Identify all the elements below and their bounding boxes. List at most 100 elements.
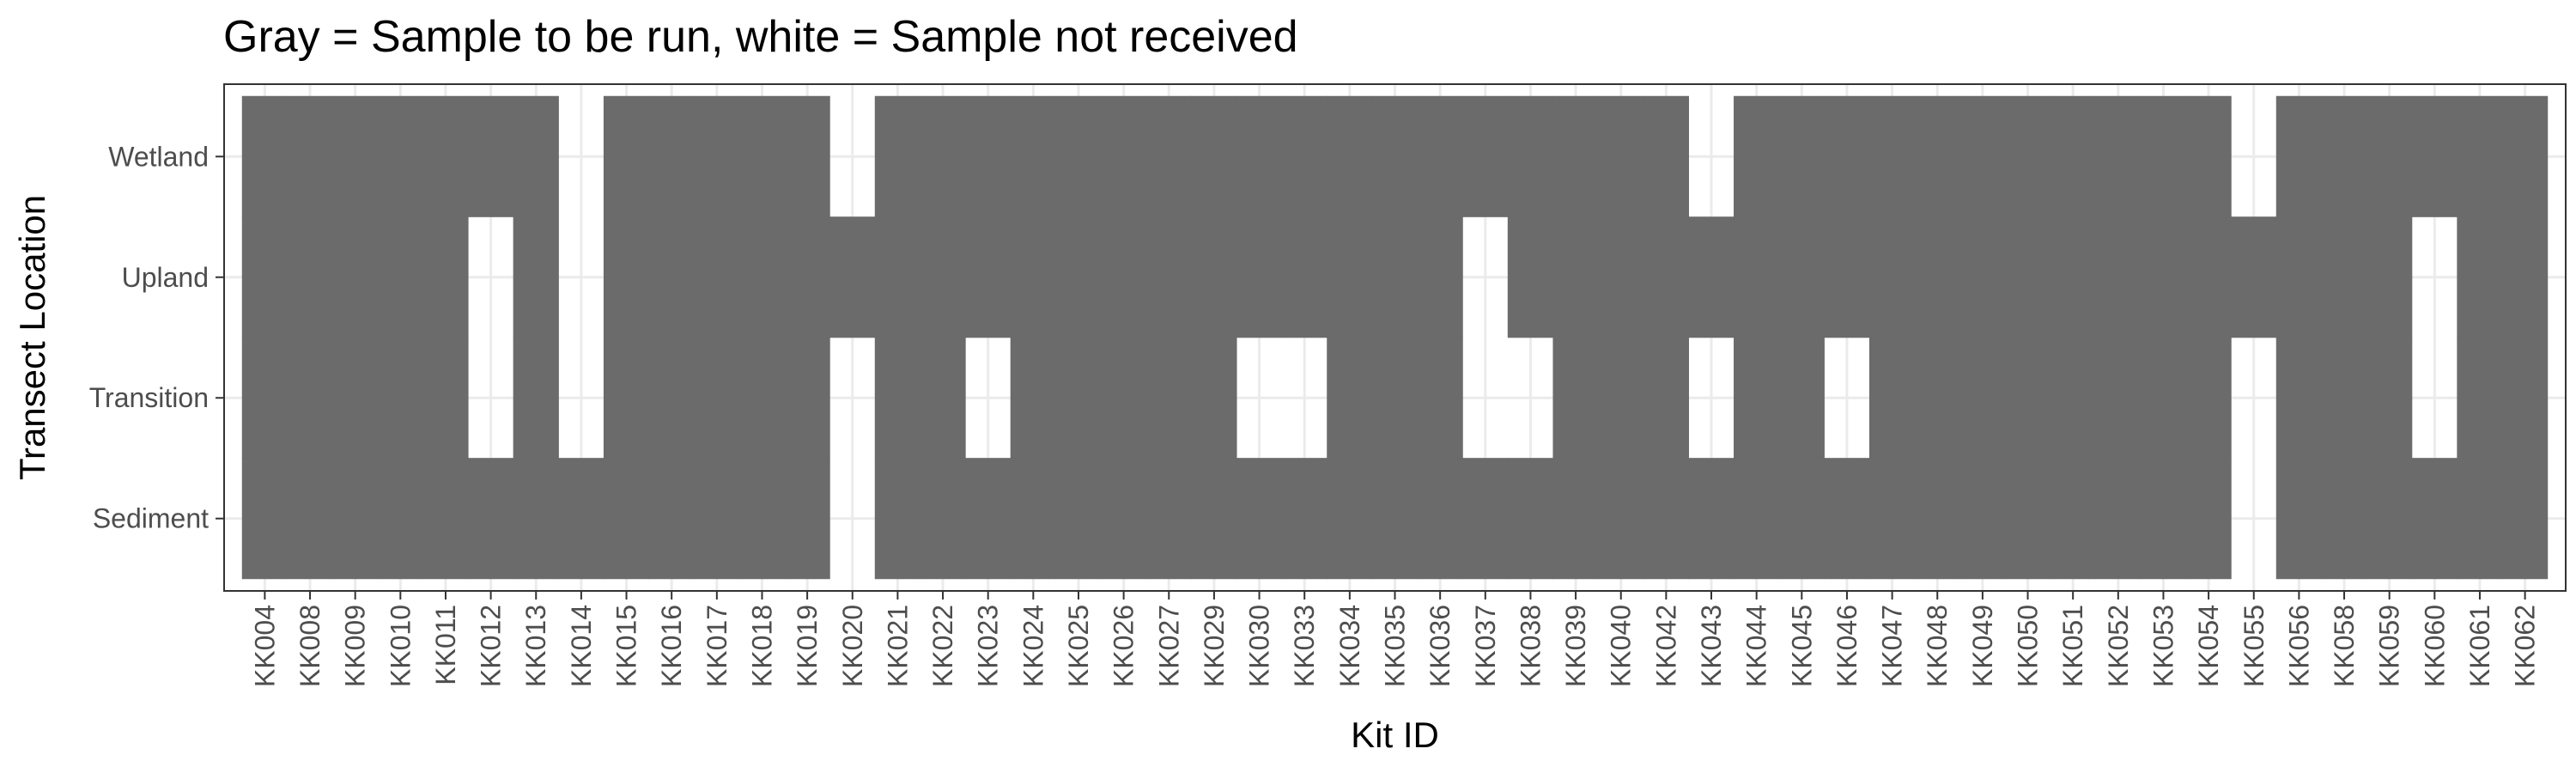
heatmap-cell-kk056-transition: [2275, 337, 2323, 459]
heatmap-cell-kk024-upland: [1010, 216, 1056, 338]
heatmap-cell-kk009-sediment: [332, 458, 379, 580]
heatmap-cell-kk052-wetland: [2095, 95, 2142, 217]
x-tick-label-kk042: KK042: [1650, 605, 1681, 687]
heatmap-cell-kk062-upland: [2501, 216, 2549, 338]
heatmap-cell-kk043-upland: [1688, 216, 1735, 338]
heatmap-cell-kk040-wetland: [1598, 95, 1644, 217]
heatmap-cell-kk004-wetland: [241, 95, 289, 217]
heatmap-cell-kk054-wetland: [2185, 95, 2232, 217]
x-tick-label-kk055: KK055: [2239, 605, 2269, 687]
heatmap-cell-kk059-wetland: [2366, 95, 2413, 217]
heatmap-cell-kk059-sediment: [2366, 458, 2413, 580]
heatmap-cell-kk035-sediment: [1371, 458, 1419, 580]
heatmap-cell-kk052-sediment: [2095, 458, 2142, 580]
heatmap-cell-kk011-transition: [422, 337, 469, 459]
heatmap-cell-kk033-wetland: [1281, 95, 1327, 217]
heatmap-cell-kk042-upland: [1643, 216, 1689, 338]
x-tick-label-kk044: KK044: [1741, 605, 1772, 687]
heatmap-cell-kk029-transition: [1191, 337, 1237, 459]
heatmap-cell-kk030-wetland: [1236, 95, 1283, 217]
heatmap-cell-kk025-transition: [1055, 337, 1102, 459]
heatmap-cell-kk047-sediment: [1868, 458, 1916, 580]
heatmap-cell-kk034-sediment: [1327, 458, 1373, 580]
x-tick-label-kk058: KK058: [2329, 605, 2360, 687]
x-tick-label-kk020: KK020: [837, 605, 868, 687]
heatmap-cell-kk044-upland: [1734, 216, 1780, 338]
heatmap-cell-kk047-upland: [1868, 216, 1916, 338]
heatmap-cell-kk037-wetland: [1462, 95, 1509, 217]
heatmap-cell-kk029-sediment: [1191, 458, 1237, 580]
heatmap-cell-kk017-transition: [694, 337, 740, 459]
x-tick-label-kk045: KK045: [1786, 605, 1817, 687]
heatmap-cell-kk026-wetland: [1101, 95, 1147, 217]
y-tick-label-upland: Upland: [122, 262, 209, 293]
x-tick-label-kk013: KK013: [520, 605, 551, 687]
heatmap-cell-kk040-upland: [1598, 216, 1644, 338]
heatmap-cell-kk004-upland: [241, 216, 289, 338]
x-tick-label-kk049: KK049: [1967, 605, 1998, 687]
heatmap-cell-kk049-upland: [1959, 216, 2006, 338]
heatmap-cell-kk051-sediment: [2050, 458, 2096, 580]
x-tick-label-kk016: KK016: [656, 605, 687, 687]
heatmap-cell-kk027-transition: [1145, 337, 1192, 459]
heatmap-cell-kk048-transition: [1914, 337, 1960, 459]
heatmap-cell-kk015-wetland: [603, 95, 650, 217]
heatmap-cell-kk045-sediment: [1778, 458, 1825, 580]
heatmap-cell-kk023-upland: [965, 216, 1012, 338]
heatmap-cell-kk018-transition: [738, 337, 786, 459]
heatmap-cell-kk011-wetland: [422, 95, 469, 217]
heatmap-cell-kk056-upland: [2275, 216, 2323, 338]
heatmap-cell-kk048-upland: [1914, 216, 1960, 338]
heatmap-cell-kk010-sediment: [377, 458, 423, 580]
x-tick-label-kk018: KK018: [746, 605, 777, 687]
heatmap-cell-kk025-upland: [1055, 216, 1102, 338]
heatmap-cell-kk019-transition: [784, 337, 830, 459]
heatmap-cell-kk025-wetland: [1055, 95, 1102, 217]
heatmap-cell-kk056-wetland: [2275, 95, 2323, 217]
heatmap-cell-kk012-sediment: [467, 458, 514, 580]
x-tick-label-kk017: KK017: [702, 605, 732, 687]
heatmap-cell-kk022-transition: [920, 337, 966, 459]
heatmap-cell-kk011-upland: [422, 216, 469, 338]
heatmap-cell-kk048-wetland: [1914, 95, 1960, 217]
heatmap-cell-kk058-transition: [2321, 337, 2367, 459]
heatmap-cell-kk021-sediment: [874, 458, 921, 580]
heatmap-cell-kk051-transition: [2050, 337, 2096, 459]
x-tick-label-kk009: KK009: [340, 605, 371, 687]
x-tick-label-kk051: KK051: [2057, 605, 2088, 687]
heatmap-cell-kk052-upland: [2095, 216, 2142, 338]
heatmap-cell-kk060-wetland: [2411, 95, 2458, 217]
heatmap-cell-kk050-wetland: [2004, 95, 2051, 217]
heatmap-cell-kk025-sediment: [1055, 458, 1102, 580]
heatmap-cell-kk004-sediment: [241, 458, 289, 580]
x-tick-label-kk011: KK011: [430, 605, 461, 685]
heatmap-cell-kk040-sediment: [1598, 458, 1644, 580]
heatmap-cell-kk037-sediment: [1462, 458, 1509, 580]
heatmap-cell-kk013-transition: [513, 337, 559, 459]
heatmap-cell-kk023-wetland: [965, 95, 1012, 217]
heatmap-cell-kk009-wetland: [332, 95, 379, 217]
x-tick-label-kk038: KK038: [1515, 605, 1546, 687]
x-tick-label-kk015: KK015: [611, 605, 642, 687]
heatmap-cell-kk010-transition: [377, 337, 423, 459]
heatmap-cell-kk033-sediment: [1281, 458, 1327, 580]
heatmap-cell-kk053-wetland: [2140, 95, 2187, 217]
heatmap-cell-kk022-sediment: [920, 458, 966, 580]
heatmap-cell-kk062-transition: [2501, 337, 2549, 459]
heatmap-cell-kk034-transition: [1327, 337, 1373, 459]
heatmap-cell-kk051-wetland: [2050, 95, 2096, 217]
heatmap-cell-kk039-wetland: [1552, 95, 1599, 217]
x-tick-label-kk019: KK019: [792, 605, 823, 687]
heatmap-cell-kk050-transition: [2004, 337, 2051, 459]
heatmap-cell-kk044-transition: [1734, 337, 1780, 459]
x-tick-label-kk054: KK054: [2193, 605, 2224, 687]
heatmap-cell-kk020-upland: [829, 216, 876, 338]
heatmap-cell-kk018-upland: [738, 216, 786, 338]
heatmap-cell-kk034-wetland: [1327, 95, 1373, 217]
x-axis: KK004 KK008 KK009 KK010 KK011 KK012 KK013 KK014…: [249, 591, 2541, 687]
heatmap-cell-kk044-wetland: [1734, 95, 1780, 217]
x-tick-label-kk029: KK029: [1199, 605, 1230, 687]
heatmap-cell-kk013-wetland: [513, 95, 559, 217]
x-tick-label-kk043: KK043: [1696, 605, 1727, 687]
heatmap-cell-kk038-upland: [1507, 216, 1554, 338]
